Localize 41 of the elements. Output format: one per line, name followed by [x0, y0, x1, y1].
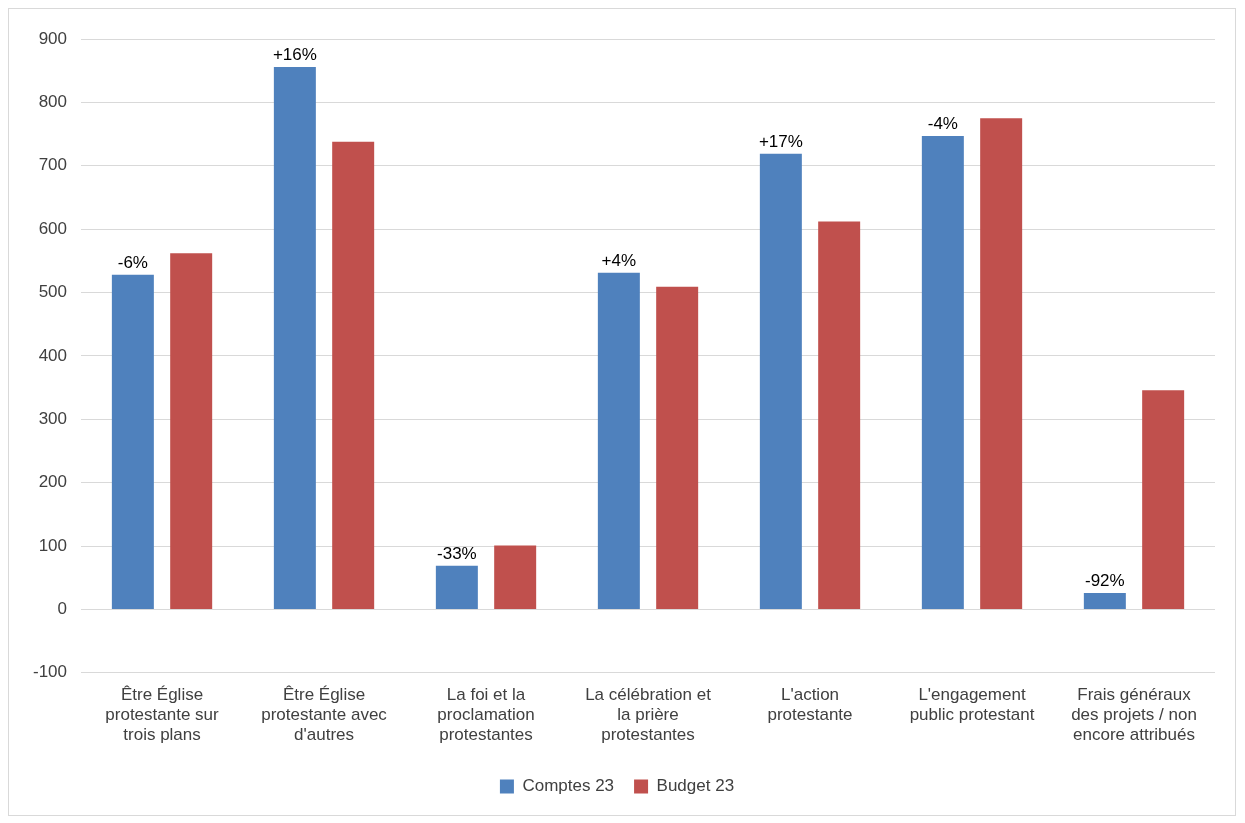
y-tick-label: 100: [38, 535, 68, 555]
x-tick-label: L'action protestante: [767, 684, 853, 725]
bar: [111, 274, 154, 609]
bar: [921, 135, 964, 609]
y-tick-label: 200: [38, 472, 68, 492]
bar: [494, 545, 537, 609]
x-tick-label: La foi et la proclamation protestantes: [437, 684, 535, 745]
y-tick-label: -100: [32, 662, 68, 682]
annotation: -6%: [117, 252, 148, 272]
bar: [1142, 390, 1185, 609]
y-tick-label: 600: [38, 218, 68, 238]
legend-label: Comptes 23: [522, 776, 615, 796]
bar: [332, 141, 375, 609]
bar: [1083, 592, 1126, 609]
y-tick-label: 400: [38, 345, 68, 365]
x-tick-label: Être Église protestante avec d'autres: [261, 684, 388, 745]
x-tick-label: L'engagement public protestant: [909, 684, 1035, 725]
annotation: -92%: [1085, 571, 1125, 591]
annotation: +17%: [758, 131, 803, 151]
annotation: -4%: [927, 114, 958, 134]
y-tick-label: 300: [38, 408, 68, 428]
y-tick-label: 500: [38, 282, 68, 302]
x-tick-label: La célébration et la prière protestantes: [585, 684, 712, 745]
y-tick-label: 0: [57, 599, 68, 619]
bar: [980, 118, 1023, 609]
annotation: +16%: [272, 45, 317, 65]
legend-label: Budget 23: [656, 776, 735, 796]
x-tick-label: Frais généraux des projets / non encore attribués: [1071, 684, 1197, 745]
bar: [597, 272, 640, 609]
bar: [273, 66, 316, 609]
bar: [759, 153, 802, 609]
bar: [656, 286, 699, 609]
y-tick-label: 900: [38, 28, 68, 48]
bar: [170, 253, 213, 609]
annotation: +4%: [601, 251, 637, 271]
y-tick-label: 800: [38, 92, 68, 112]
y-tick-label: 700: [38, 155, 68, 175]
bar: [818, 221, 861, 609]
annotation: -33%: [437, 543, 477, 563]
bar: [435, 565, 478, 609]
x-tick-label: Être Église protestante sur trois plans: [105, 684, 220, 745]
